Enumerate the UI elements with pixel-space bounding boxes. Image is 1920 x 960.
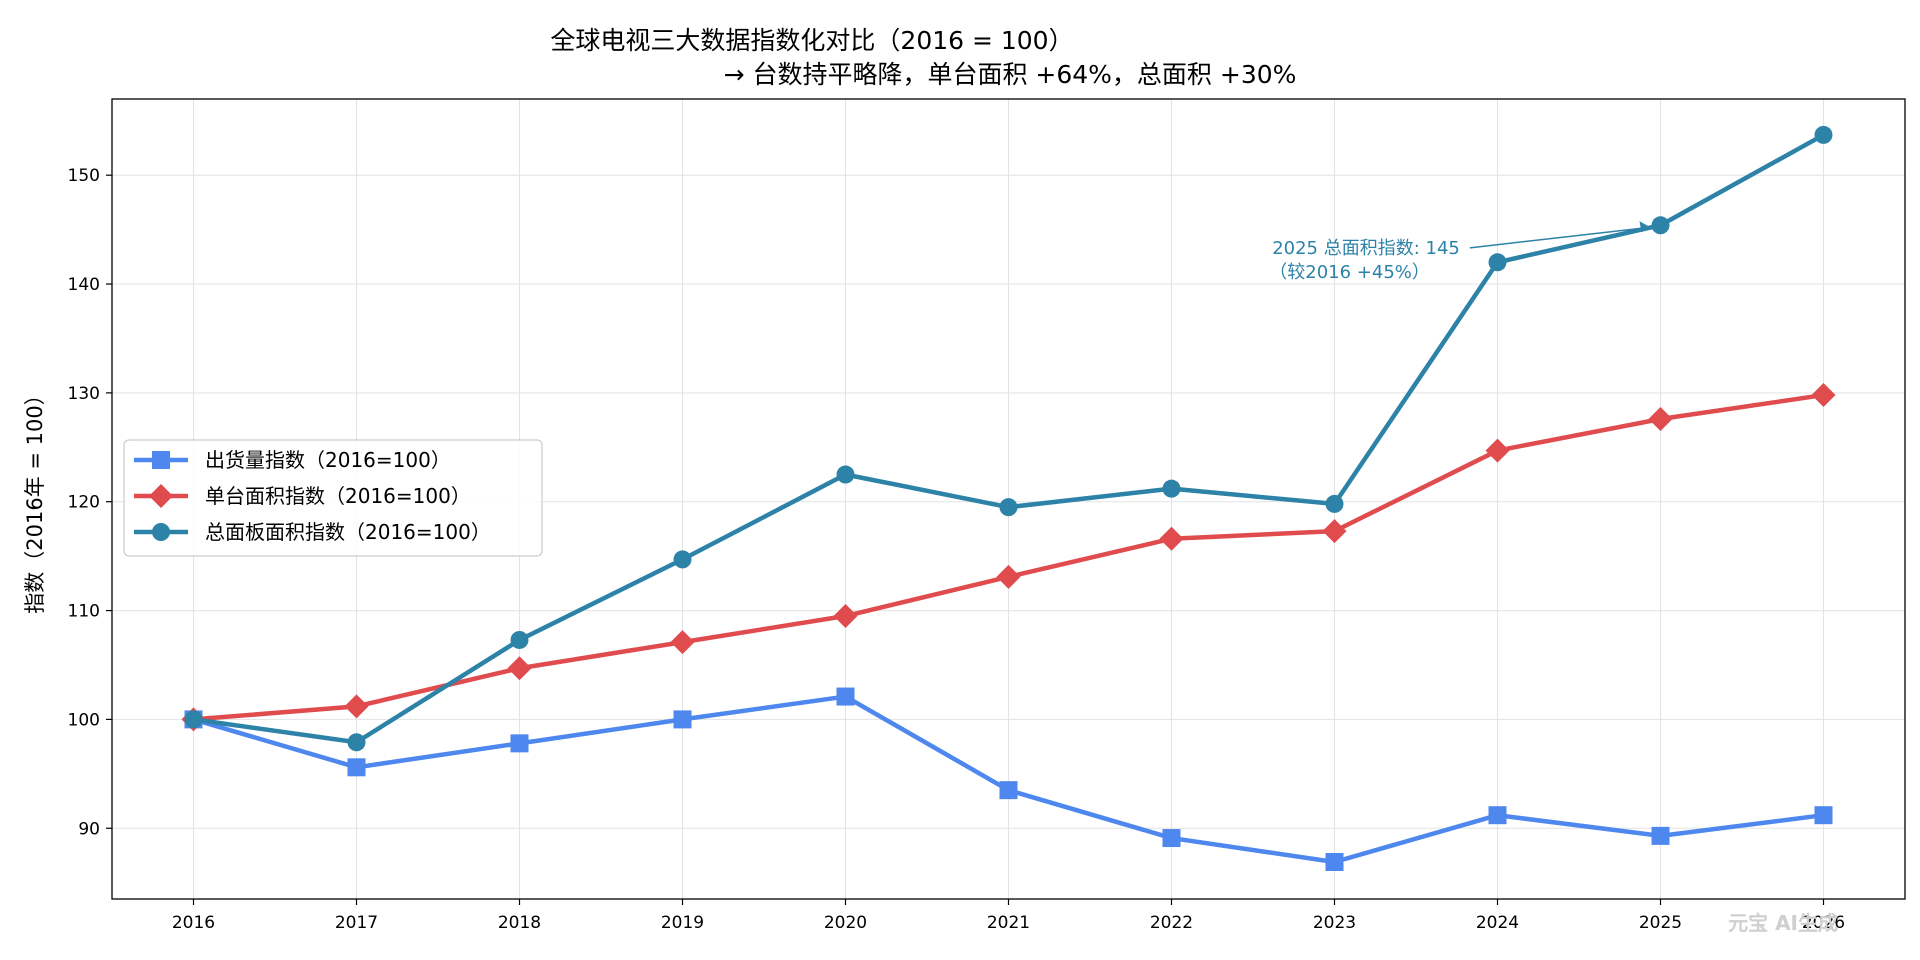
data-point-shipments: [1814, 806, 1833, 825]
legend-box: [123, 439, 543, 557]
data-point-shipments: [510, 734, 529, 753]
annotation-line-1: 2025 总面积指数: 145: [1272, 238, 1460, 259]
data-point-total-area: [1488, 253, 1507, 272]
annotation-arrow-line: [1469, 226, 1651, 249]
x-tick-label: 2016: [172, 913, 215, 933]
annotation: 2025 总面积指数: 145 （较2016 +45%）: [1269, 221, 1651, 283]
data-point-total-area: [999, 498, 1018, 517]
legend-label-total-area: 总面板面积指数（2016=100）: [205, 520, 491, 544]
y-tick-label: 140: [68, 275, 100, 295]
x-tick-label: 2025: [1639, 913, 1682, 933]
y-tick-label: 150: [68, 166, 100, 186]
series-total-area: [184, 125, 1833, 752]
chart-title: 全球电视三大数据指数化对比（2016 = 100）: [550, 26, 1073, 55]
x-tick-label: 2017: [335, 913, 378, 933]
x-tick-label: 2020: [824, 913, 867, 933]
data-point-total-area: [347, 733, 366, 752]
data-point-unit-area: [1811, 383, 1836, 408]
data-point-unit-area: [1648, 407, 1673, 431]
data-point-unit-area: [344, 694, 369, 719]
data-point-unit-area: [833, 604, 858, 629]
x-tick-label: 2024: [1476, 913, 1519, 933]
data-point-unit-area: [1322, 519, 1347, 544]
y-tick-label: 90: [78, 819, 100, 839]
series-layer: [181, 125, 1836, 871]
legend-marker-unit-area: [149, 484, 173, 508]
series-shipments: [184, 687, 1833, 871]
data-point-total-area: [1325, 494, 1344, 513]
annotation-line-2: （较2016 +45%）: [1269, 262, 1430, 283]
data-point-shipments: [1325, 852, 1344, 871]
data-point-shipments: [1162, 829, 1181, 848]
data-point-total-area: [1814, 125, 1833, 144]
data-point-unit-area: [507, 656, 532, 681]
data-point-unit-area: [996, 564, 1021, 589]
data-point-unit-area: [670, 630, 695, 655]
data-point-unit-area: [1159, 526, 1184, 551]
legend-label-unit-area: 单台面积指数（2016=100）: [205, 484, 471, 508]
annotation-arrow-head: [1639, 221, 1651, 233]
tick-layer: 2016 2017 2018 2019 2020 2021 2022 2023 2024 2025…: [68, 166, 1846, 933]
data-point-total-area: [836, 465, 855, 484]
data-point-shipments: [673, 710, 692, 729]
y-tick-label: 130: [68, 384, 100, 404]
x-tick-label: 2026: [1802, 913, 1845, 933]
watermark: 元宝 AI生成: [1728, 911, 1838, 935]
x-tick-label: 2021: [987, 913, 1030, 933]
y-tick-label: 120: [68, 493, 100, 513]
y-tick-label: 110: [68, 602, 100, 622]
x-tick-label: 2022: [1150, 913, 1193, 933]
legend-marker-total-area: [152, 523, 170, 541]
data-point-total-area: [184, 710, 203, 729]
data-point-shipments: [999, 781, 1018, 800]
x-tick-label: 2023: [1313, 913, 1356, 933]
data-point-shipments: [1488, 806, 1507, 825]
legend-marker-shipments: [152, 451, 170, 469]
y-tick-label: 100: [68, 710, 100, 730]
data-point-unit-area: [1485, 438, 1510, 463]
y-axis-label: 指数（2016年 = 100）: [23, 384, 47, 613]
legend: 出货量指数（2016=100） 单台面积指数（2016=100） 总面板面积指数…: [123, 439, 543, 557]
chart-subtitle: → 台数持平略降，单台面积 +64%，总面积 +30%: [724, 60, 1297, 89]
grid-layer: [112, 99, 1905, 899]
data-point-total-area: [1651, 216, 1670, 235]
legend-keys: [134, 451, 188, 541]
legend-label-shipments: 出货量指数（2016=100）: [205, 448, 451, 472]
x-tick-label: 2018: [498, 913, 541, 933]
data-point-total-area: [673, 550, 692, 569]
data-point-total-area: [510, 630, 529, 649]
data-point-total-area: [1162, 479, 1181, 498]
data-point-shipments: [347, 758, 366, 777]
data-point-shipments: [836, 687, 855, 706]
x-tick-label: 2019: [661, 913, 704, 933]
data-point-shipments: [1651, 826, 1670, 845]
